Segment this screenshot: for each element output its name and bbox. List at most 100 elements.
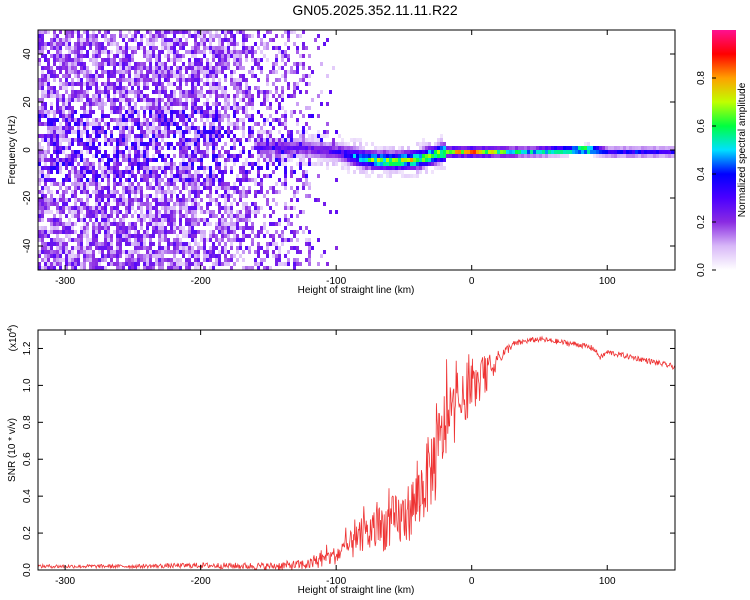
heatmap-cell <box>167 222 170 226</box>
heatmap-cell <box>434 162 437 166</box>
heatmap-cell <box>122 78 125 82</box>
heatmap-cell <box>332 138 335 142</box>
heatmap-cell <box>200 70 203 74</box>
heatmap-cell <box>185 42 188 46</box>
heatmap-cell <box>167 98 170 102</box>
heatmap-cell <box>194 50 197 54</box>
heatmap-cell <box>80 190 83 194</box>
heatmap-cell <box>140 258 143 262</box>
heatmap-cell <box>50 126 53 130</box>
heatmap-cell <box>125 234 128 238</box>
heatmap-cell <box>218 170 221 174</box>
heatmap-cell <box>266 78 269 82</box>
heatmap-cell <box>260 230 263 234</box>
heatmap-cell <box>119 70 122 74</box>
heatmap-cell <box>173 38 176 42</box>
heatmap-cell <box>113 138 116 142</box>
heatmap-cell <box>206 46 209 50</box>
heatmap-cell <box>62 82 65 86</box>
heatmap-cell <box>170 66 173 70</box>
heatmap-cell <box>92 34 95 38</box>
heatmap-cell <box>125 118 128 122</box>
heatmap-cell <box>77 90 80 94</box>
heatmap-cell <box>122 202 125 206</box>
heatmap-cell <box>122 94 125 98</box>
heatmap-cell <box>524 146 527 150</box>
heatmap-cell <box>275 78 278 82</box>
heatmap-cell <box>92 74 95 78</box>
heatmap-cell <box>104 70 107 74</box>
heatmap-cell <box>350 162 353 166</box>
heatmap-cell <box>278 102 281 106</box>
heatmap-cell <box>80 174 83 178</box>
heatmap-cell <box>143 266 146 270</box>
heatmap-cell <box>101 110 104 114</box>
heatmap-cell <box>83 66 86 70</box>
heatmap-cell <box>164 66 167 70</box>
heatmap-cell <box>188 242 191 246</box>
heatmap-cell <box>263 42 266 46</box>
heatmap-cell <box>119 142 122 146</box>
heatmap-cell <box>158 210 161 214</box>
heatmap-cell <box>128 250 131 254</box>
heatmap-cell <box>56 46 59 50</box>
heatmap-cell <box>173 58 176 62</box>
heatmap-cell <box>137 98 140 102</box>
heatmap-cell <box>152 134 155 138</box>
heatmap-cell <box>134 90 137 94</box>
heatmap-cell <box>299 162 302 166</box>
heatmap-cell <box>116 230 119 234</box>
heatmap-cell <box>44 230 47 234</box>
heatmap-cell <box>290 206 293 210</box>
heatmap-cell <box>248 70 251 74</box>
heatmap-cell <box>80 234 83 238</box>
heatmap-cell <box>248 126 251 130</box>
heatmap-cell <box>290 30 293 34</box>
heatmap-cell <box>245 50 248 54</box>
heatmap-cell <box>464 150 467 154</box>
heatmap-cell <box>206 38 209 42</box>
heatmap-cell <box>308 134 311 138</box>
heatmap-cell <box>224 98 227 102</box>
heatmap-cell <box>89 114 92 118</box>
heatmap-cell <box>164 226 167 230</box>
heatmap-cell <box>62 118 65 122</box>
heatmap-cell <box>80 38 83 42</box>
heatmap-cell <box>83 250 86 254</box>
heatmap-cell <box>212 86 215 90</box>
heatmap-cell <box>107 226 110 230</box>
heatmap-cell <box>98 226 101 230</box>
heatmap-cell <box>224 170 227 174</box>
heatmap-cell <box>191 70 194 74</box>
heatmap-cell <box>38 162 41 166</box>
heatmap-cell <box>212 46 215 50</box>
heatmap-cell <box>293 94 296 98</box>
heatmap-cell <box>212 150 215 154</box>
heatmap-cell <box>224 158 227 162</box>
heatmap-cell <box>101 178 104 182</box>
heatmap-cell <box>242 150 245 154</box>
heatmap-cell <box>368 174 371 178</box>
heatmap-cell <box>338 158 341 162</box>
heatmap-cell <box>167 70 170 74</box>
heatmap-cell <box>218 262 221 266</box>
heatmap-cell <box>326 122 329 126</box>
y-tick-label: 0.8 <box>22 415 33 429</box>
heatmap-cell <box>209 34 212 38</box>
heatmap-cell <box>116 78 119 82</box>
heatmap-cell <box>224 38 227 42</box>
heatmap-cell <box>173 90 176 94</box>
heatmap-cell <box>80 118 83 122</box>
heatmap-cell <box>140 178 143 182</box>
heatmap-cell <box>107 142 110 146</box>
heatmap-cell <box>362 166 365 170</box>
heatmap-cell <box>128 242 131 246</box>
heatmap-cell <box>59 246 62 250</box>
heatmap-cell <box>326 74 329 78</box>
heatmap-cell <box>134 74 137 78</box>
heatmap-cell <box>227 102 230 106</box>
heatmap-cell <box>65 174 68 178</box>
heatmap-cell <box>191 66 194 70</box>
heatmap-cell <box>290 130 293 134</box>
heatmap-cell <box>557 150 560 154</box>
